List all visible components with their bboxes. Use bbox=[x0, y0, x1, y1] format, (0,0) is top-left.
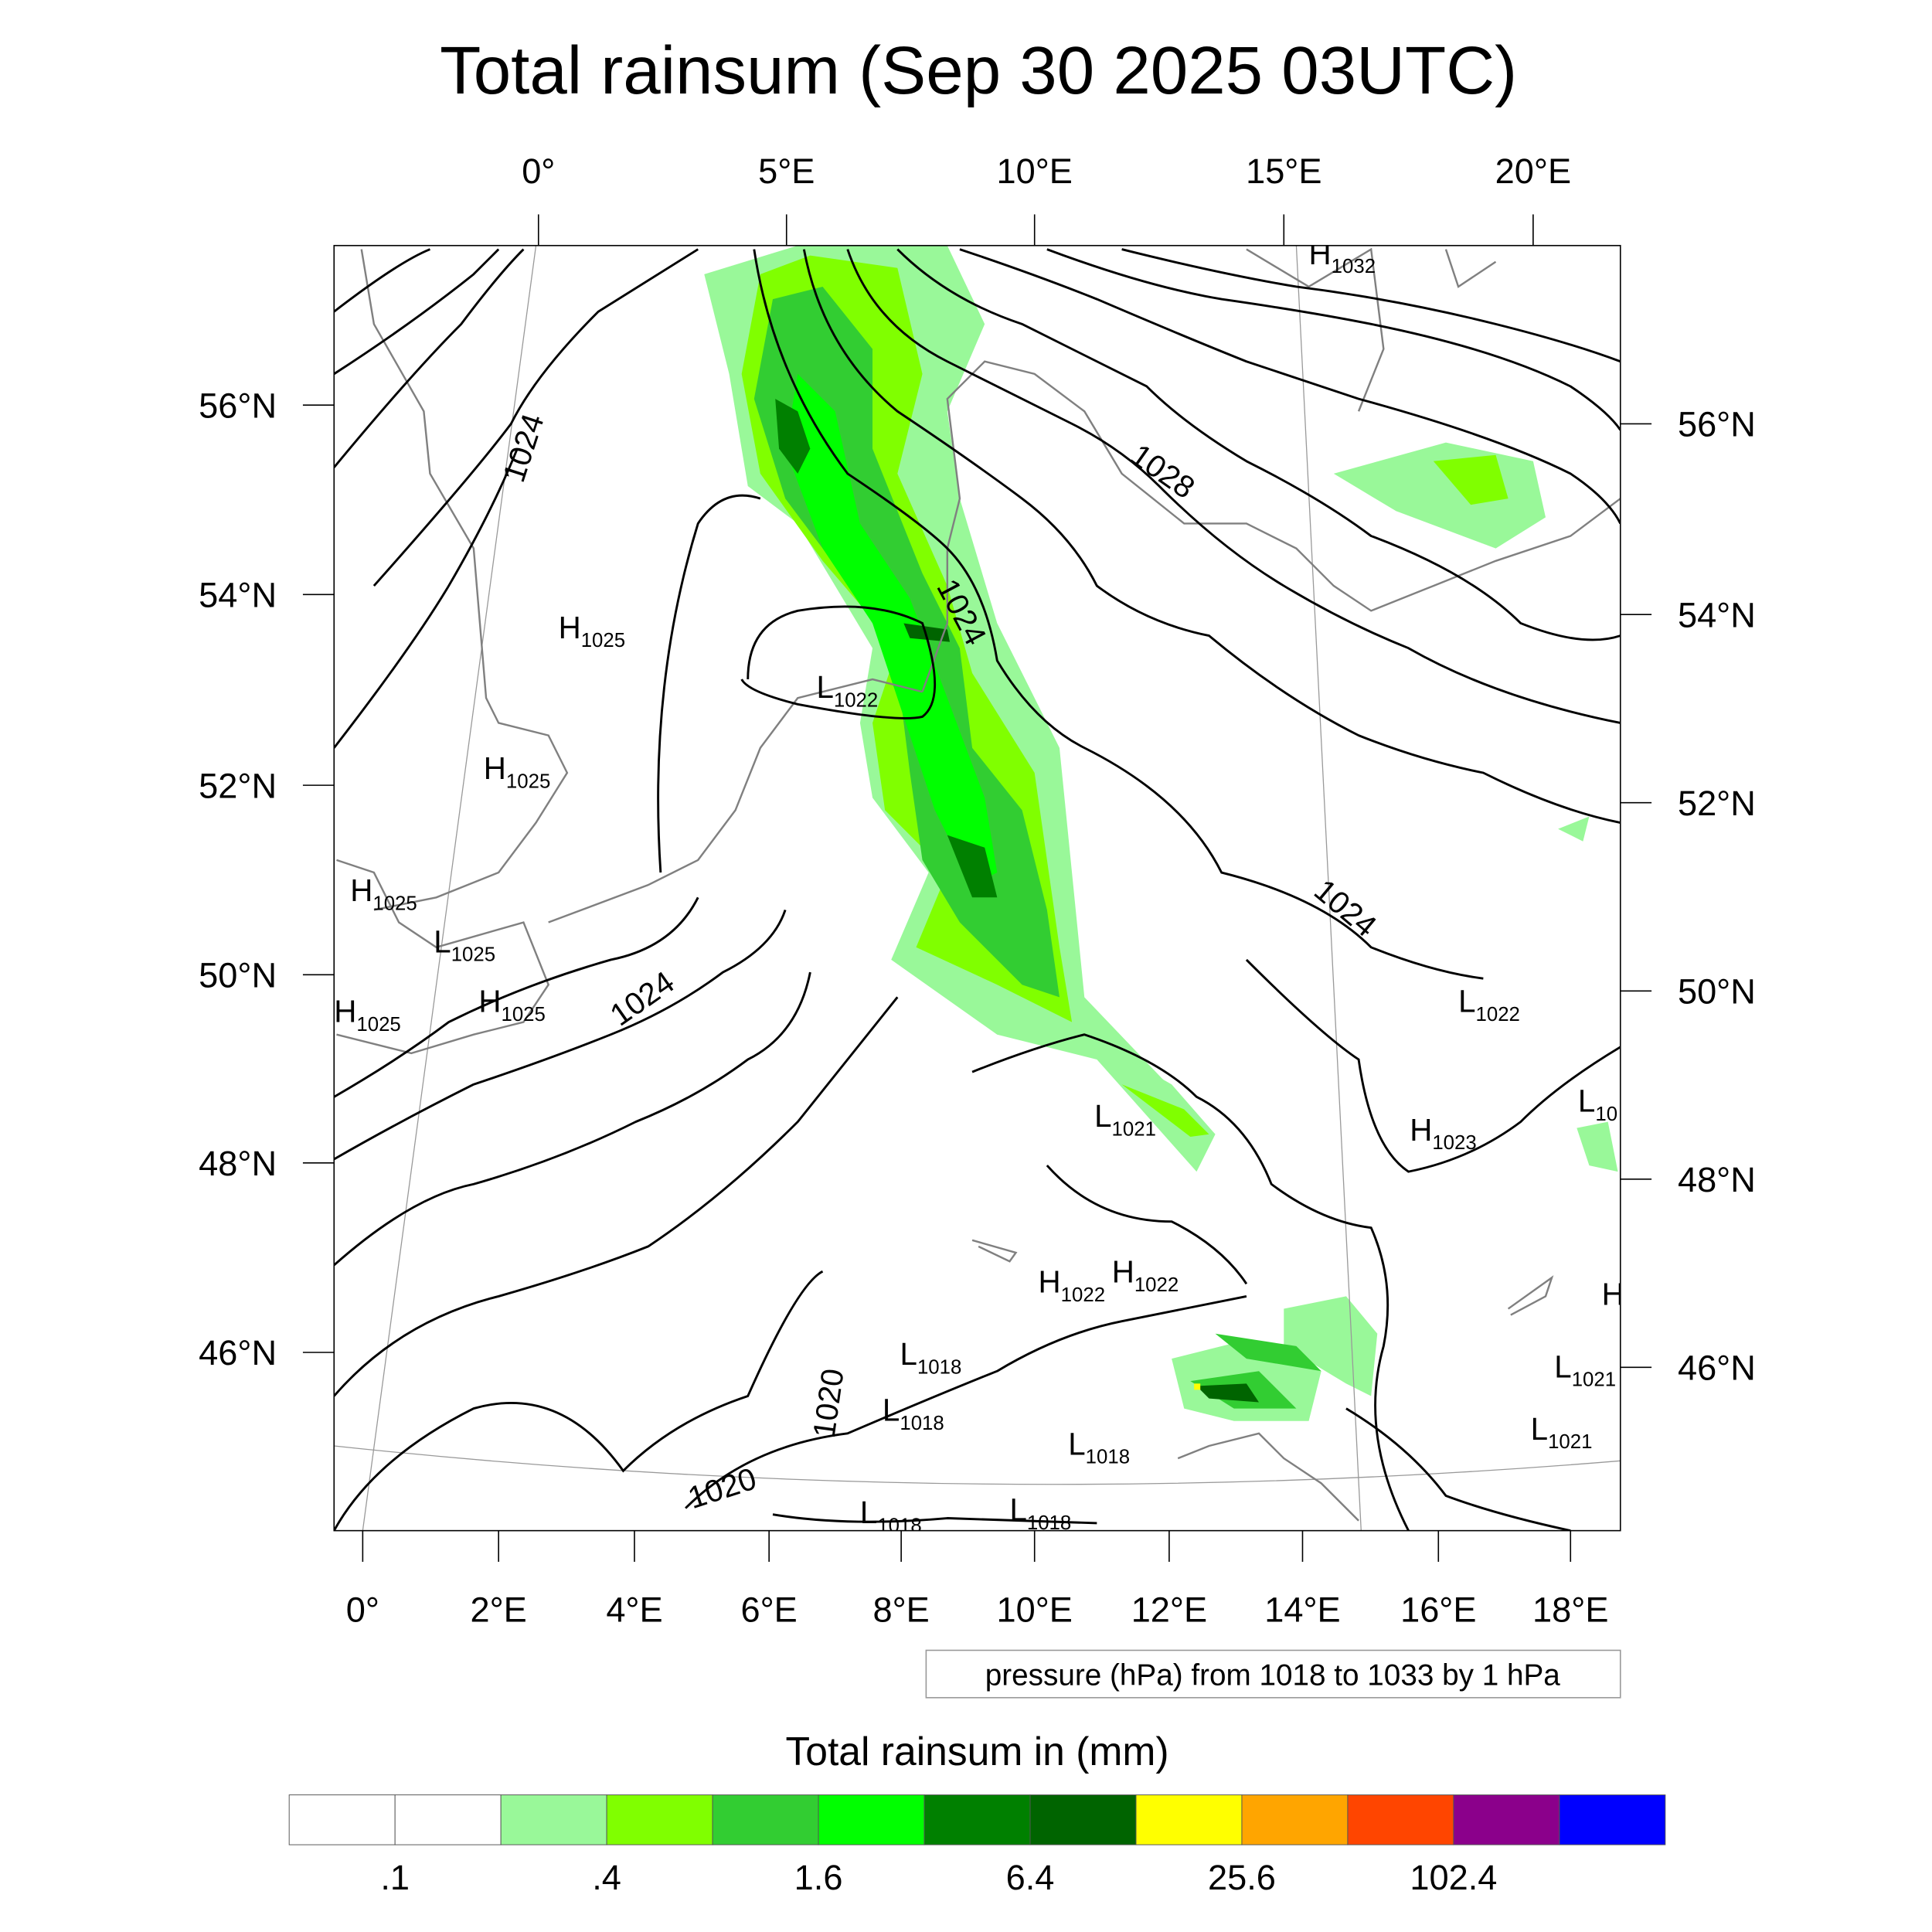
pressure-center-label: H1025 bbox=[484, 750, 551, 792]
contour-label: 1028 bbox=[1124, 437, 1202, 505]
colorbar-swatch bbox=[818, 1794, 925, 1845]
left-lat-label: 56°N bbox=[199, 386, 277, 425]
right-lat-label: 50°N bbox=[1678, 971, 1756, 1011]
colorbar-label: 6.4 bbox=[1006, 1858, 1055, 1897]
right-lat-label: 56°N bbox=[1678, 405, 1756, 444]
colorbar-swatch bbox=[1347, 1794, 1454, 1845]
pressure-center-label: H1025 bbox=[478, 984, 546, 1026]
pressure-center-label: L1021 bbox=[1554, 1349, 1616, 1390]
colorbar-label: 25.6 bbox=[1208, 1858, 1276, 1897]
pressure-center-label: L1022 bbox=[1458, 984, 1520, 1026]
colorbar-swatch bbox=[1453, 1794, 1560, 1845]
bottom-lon-label: 18°E bbox=[1532, 1590, 1608, 1629]
colorbar-swatch bbox=[288, 1794, 396, 1845]
top-lon-label: 5°E bbox=[758, 151, 815, 191]
map-axes: 0° 5°E 10°E 15°E 20°E 0° 2°E 4°E 6°E 8°E 10°E 12°E 1… bbox=[199, 151, 1756, 1629]
colorbar-swatch bbox=[1135, 1794, 1243, 1845]
pressure-center-label: L1025 bbox=[434, 923, 495, 965]
contour-label: 1020 bbox=[684, 1461, 761, 1515]
pressure-center-label: H1022 bbox=[1112, 1254, 1179, 1296]
pressure-center-label: L1022 bbox=[816, 669, 878, 711]
colorbar-label: 102.4 bbox=[1410, 1858, 1497, 1897]
top-lon-label: 15°E bbox=[1246, 151, 1321, 191]
colorbar-label: .1 bbox=[380, 1858, 410, 1897]
colorbar-swatch bbox=[394, 1794, 502, 1845]
figure-title: Total rainsum (Sep 30 2025 03UTC) bbox=[440, 33, 1517, 108]
top-lon-label: 20°E bbox=[1495, 151, 1571, 191]
right-lat-label: 46°N bbox=[1678, 1348, 1756, 1387]
colorbar-swatch bbox=[1241, 1794, 1349, 1845]
map-area: 1024 1028 1024 1024 1024 1020 1020 H1032… bbox=[333, 236, 1624, 1536]
pressure-center-label: L1018 bbox=[1009, 1492, 1071, 1534]
left-lat-label: 54°N bbox=[199, 575, 277, 614]
left-lat-label: 50°N bbox=[199, 955, 277, 995]
pressure-center-label: H bbox=[1602, 1277, 1624, 1312]
isobars bbox=[334, 248, 1621, 1531]
left-lat-label: 46°N bbox=[199, 1333, 277, 1372]
bottom-lon-label: 10°E bbox=[997, 1590, 1073, 1629]
coastlines bbox=[336, 247, 1621, 1522]
pressure-center-label: L1018 bbox=[860, 1495, 922, 1536]
pressure-center-label: L1018 bbox=[1068, 1426, 1130, 1468]
colorbar-swatch bbox=[1029, 1794, 1137, 1845]
top-lon-label: 0° bbox=[522, 151, 555, 191]
colorbar-swatch bbox=[606, 1794, 713, 1845]
contour-info-text: pressure (hPa) from 1018 to 1033 by 1 hP… bbox=[985, 1659, 1561, 1692]
pressure-center-label: H1022 bbox=[1039, 1264, 1106, 1306]
bottom-lon-label: 12°E bbox=[1131, 1590, 1207, 1629]
bottom-lon-label: 16°E bbox=[1400, 1590, 1476, 1629]
pressure-center-label: L10 bbox=[1578, 1083, 1617, 1125]
bottom-lon-label: 2°E bbox=[471, 1590, 527, 1629]
bottom-lon-label: 4°E bbox=[606, 1590, 662, 1629]
map-frame bbox=[333, 244, 1621, 1532]
left-lat-label: 48°N bbox=[199, 1144, 277, 1183]
bottom-lon-label: 8°E bbox=[872, 1590, 929, 1629]
colorbar-swatch bbox=[712, 1794, 819, 1845]
pressure-center-label: L1021 bbox=[1094, 1098, 1156, 1140]
contour-label: 1024 bbox=[495, 410, 550, 487]
colorbar-label: 1.6 bbox=[794, 1858, 843, 1897]
colorbar-swatch bbox=[1559, 1794, 1666, 1845]
pressure-centers: H1032 L1022 H1025 H1025 H1025 L1025 H1025 H1025… bbox=[334, 236, 1624, 1536]
right-lat-label: 48°N bbox=[1678, 1160, 1756, 1199]
bottom-lon-label: 0° bbox=[346, 1590, 379, 1629]
rainfall-field bbox=[704, 245, 1618, 1421]
bottom-lon-label: 14°E bbox=[1264, 1590, 1340, 1629]
contour-label: 1020 bbox=[806, 1366, 851, 1440]
colorbar: .1 .4 1.6 6.4 25.6 102.4 bbox=[288, 1794, 1666, 1897]
contour-label: 1024 bbox=[604, 964, 681, 1032]
pressure-center-label: H1025 bbox=[350, 872, 417, 914]
pressure-center-label: L1021 bbox=[1531, 1411, 1593, 1453]
pressure-center-label: L1018 bbox=[883, 1393, 944, 1434]
colorbar-swatch bbox=[500, 1794, 607, 1845]
bottom-lon-label: 6°E bbox=[741, 1590, 798, 1629]
pressure-center-label: L1018 bbox=[900, 1336, 962, 1378]
contour-info-box bbox=[925, 1649, 1621, 1699]
pressure-center-label: H1025 bbox=[559, 610, 626, 651]
colorbar-label: .4 bbox=[592, 1858, 621, 1897]
left-lat-label: 52°N bbox=[199, 766, 277, 805]
right-lat-label: 52°N bbox=[1678, 784, 1756, 823]
right-lat-label: 54°N bbox=[1678, 595, 1756, 634]
colorbar-swatch bbox=[923, 1794, 1031, 1845]
contour-label: 1024 bbox=[1308, 872, 1383, 944]
top-lon-label: 10°E bbox=[997, 151, 1073, 191]
pressure-center-label: H1023 bbox=[1410, 1112, 1477, 1154]
pressure-center-label: H1025 bbox=[334, 994, 401, 1036]
colorbar-title: Total rainsum in (mm) bbox=[785, 1729, 1168, 1774]
pressure-center-label: H1032 bbox=[1309, 236, 1376, 277]
